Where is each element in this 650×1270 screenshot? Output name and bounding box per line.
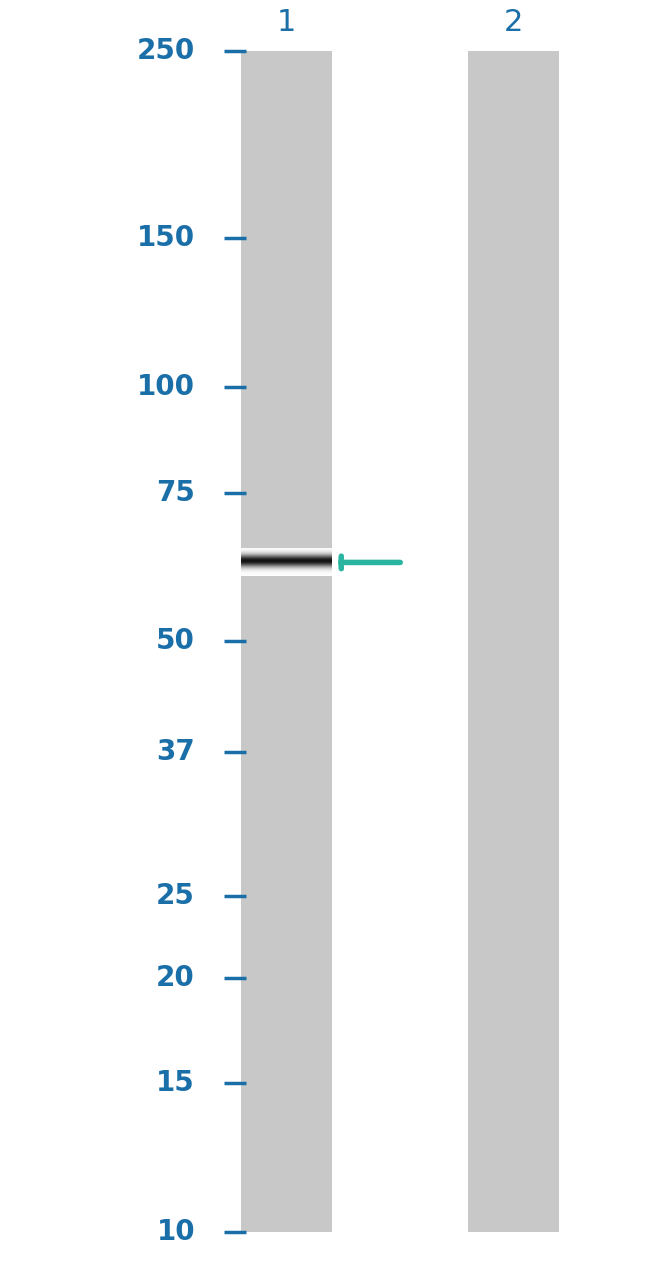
Text: 2: 2 [504, 9, 523, 37]
Text: 10: 10 [157, 1218, 195, 1246]
Bar [240, 51, 332, 1232]
Bar [468, 51, 559, 1232]
Text: 50: 50 [156, 627, 195, 655]
Text: 250: 250 [136, 37, 195, 65]
Text: 150: 150 [137, 225, 195, 253]
Text: 15: 15 [156, 1069, 195, 1097]
Text: 20: 20 [156, 964, 195, 992]
Text: 75: 75 [156, 479, 195, 507]
Text: 100: 100 [137, 373, 195, 401]
Text: 25: 25 [156, 881, 195, 909]
Text: 1: 1 [276, 9, 296, 37]
Text: 37: 37 [156, 738, 195, 766]
